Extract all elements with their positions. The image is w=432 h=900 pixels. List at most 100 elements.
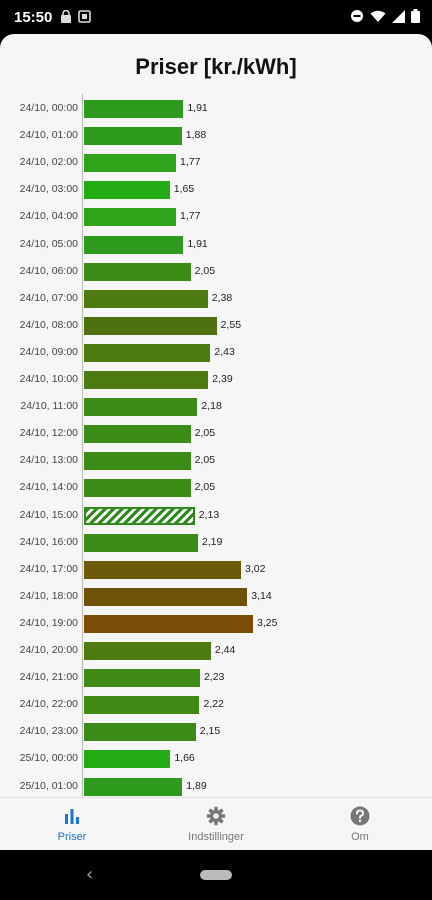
chart-row: 24/10, 01:00 1,88 bbox=[0, 123, 432, 150]
chart-value-label: 1,91 bbox=[187, 237, 208, 250]
chart-category-label: 24/10, 18:00 bbox=[19, 589, 78, 602]
chart-category-label: 24/10, 09:00 bbox=[19, 345, 78, 358]
chart-bar[interactable] bbox=[84, 587, 248, 606]
back-icon[interactable]: ‹ bbox=[86, 864, 94, 885]
chart-category-label: 25/10, 00:00 bbox=[19, 752, 78, 765]
battery-icon bbox=[411, 9, 420, 23]
chart-row: 24/10, 07:00 2,38 bbox=[0, 286, 432, 313]
chart-bar[interactable] bbox=[84, 479, 191, 498]
chart-category-label: 24/10, 08:00 bbox=[19, 318, 78, 331]
bottom-navigation: Priser Indstillinger bbox=[0, 797, 432, 850]
chart-category-label: 24/10, 14:00 bbox=[19, 481, 78, 494]
chart-row: 24/10, 15:00 2,13 bbox=[0, 503, 432, 530]
chart-bar[interactable] bbox=[84, 452, 191, 471]
chart-value-label: 3,14 bbox=[251, 589, 272, 602]
home-button[interactable] bbox=[200, 870, 232, 880]
chart-category-label: 24/10, 06:00 bbox=[19, 264, 78, 277]
chart-value-label: 3,02 bbox=[245, 562, 266, 575]
chart-row: 24/10, 20:00 2,44 bbox=[0, 638, 432, 665]
system-icons bbox=[350, 9, 420, 23]
chart-bar[interactable] bbox=[84, 208, 177, 227]
chart-value-label: 2,05 bbox=[194, 481, 216, 494]
chart-bar[interactable] bbox=[84, 262, 191, 281]
chart-row: 25/10, 00:00 1,66 bbox=[0, 746, 432, 773]
chart-bar[interactable] bbox=[84, 127, 182, 146]
chart-value-label: 2,55 bbox=[220, 318, 242, 331]
chart-bar[interactable] bbox=[84, 100, 184, 118]
chart-row: 24/10, 16:00 2,19 bbox=[0, 530, 432, 557]
chart-bar[interactable] bbox=[84, 533, 198, 552]
wifi-icon bbox=[370, 10, 386, 22]
chart-row: 24/10, 14:00 2,05 bbox=[0, 475, 432, 502]
chart-bar[interactable] bbox=[84, 506, 195, 525]
chart-bar[interactable] bbox=[84, 316, 217, 335]
chart-category-label: 24/10, 19:00 bbox=[19, 616, 78, 629]
chart-bar[interactable] bbox=[84, 750, 171, 769]
lock-icon bbox=[61, 10, 71, 23]
nav-label-om: Om bbox=[351, 831, 369, 843]
nav-label-priser: Priser bbox=[57, 831, 87, 843]
chart-row: 24/10, 06:00 2,05 bbox=[0, 259, 432, 286]
chart-category-label: 24/10, 23:00 bbox=[19, 725, 78, 738]
chart-category-label: 24/10, 13:00 bbox=[19, 454, 78, 467]
page-title: Priser [kr./kWh] bbox=[135, 54, 297, 79]
chart-category-label: 24/10, 03:00 bbox=[19, 183, 78, 196]
chart-value-label: 2,15 bbox=[199, 725, 221, 738]
chart-row: 24/10, 23:00 2,15 bbox=[0, 719, 432, 746]
chart-bar[interactable] bbox=[84, 560, 242, 579]
chart-bar[interactable] bbox=[84, 371, 209, 389]
chart-bar[interactable] bbox=[84, 181, 170, 200]
chart-bar[interactable] bbox=[84, 425, 191, 444]
nav-indstillinger[interactable]: Indstillinger bbox=[144, 798, 288, 850]
chart-row: 24/10, 13:00 2,05 bbox=[0, 448, 432, 475]
nav-label-indstillinger: Indstillinger bbox=[188, 831, 244, 843]
chart-bar[interactable] bbox=[84, 642, 211, 660]
chart-category-label: 24/10, 04:00 bbox=[19, 210, 78, 223]
chart-category-label: 24/10, 22:00 bbox=[19, 698, 78, 711]
chart-value-label: 2,18 bbox=[201, 400, 222, 413]
chart-category-label: 24/10, 00:00 bbox=[19, 102, 78, 114]
chart-row: 24/10, 21:00 2,23 bbox=[0, 665, 432, 692]
chart-row: 24/10, 08:00 2,55 bbox=[0, 313, 432, 340]
chart-row: 24/10, 00:00 1,91 bbox=[0, 96, 432, 123]
chart-bar[interactable] bbox=[84, 696, 200, 715]
chart-category-label: 24/10, 17:00 bbox=[19, 562, 78, 575]
do-not-disturb-icon bbox=[351, 10, 363, 22]
chart-row: 24/10, 04:00 1,77 bbox=[0, 204, 432, 231]
chart-row: 24/10, 18:00 3,14 bbox=[0, 584, 432, 611]
chart-bar[interactable] bbox=[84, 235, 184, 254]
chart-row: 24/10, 05:00 1,91 bbox=[0, 232, 432, 259]
chart-bar[interactable] bbox=[84, 723, 196, 742]
chart-bar[interactable] bbox=[84, 398, 198, 417]
chart-category-label: 25/10, 01:00 bbox=[19, 779, 78, 792]
chart-category-label: 24/10, 10:00 bbox=[19, 373, 78, 385]
chart-value-label: 2,44 bbox=[214, 644, 236, 656]
chart-category-label: 24/10, 01:00 bbox=[19, 129, 78, 142]
nav-om[interactable]: Om bbox=[288, 798, 432, 850]
chart-category-label: 24/10, 16:00 bbox=[19, 535, 78, 548]
price-chart[interactable]: 24/10, 00:00 1,91 24/10, 01:00 1,88 24/10, 0… bbox=[0, 94, 432, 802]
chart-value-label: 2,43 bbox=[214, 345, 235, 358]
chart-bar[interactable] bbox=[84, 343, 211, 362]
chart-value-label: 2,39 bbox=[212, 373, 233, 385]
chart-value-label: 2,19 bbox=[201, 535, 223, 548]
chart-row: 24/10, 17:00 3,02 bbox=[0, 557, 432, 584]
nav-priser[interactable]: Priser bbox=[0, 798, 144, 850]
chart-row: 24/10, 02:00 1,77 bbox=[0, 150, 432, 177]
chart-bar[interactable] bbox=[84, 614, 253, 633]
chart-value-label: 1,77 bbox=[180, 156, 201, 169]
chart-category-label: 24/10, 20:00 bbox=[19, 644, 78, 656]
chart-value-label: 1,66 bbox=[174, 752, 195, 765]
chart-row: 24/10, 10:00 2,39 bbox=[0, 367, 432, 394]
signal-icon bbox=[392, 9, 405, 23]
chart-category-label: 24/10, 12:00 bbox=[19, 427, 78, 440]
chart-bar[interactable] bbox=[84, 777, 183, 796]
chart-row: 24/10, 03:00 1,65 bbox=[0, 177, 432, 204]
chart-category-label: 24/10, 21:00 bbox=[19, 671, 78, 684]
chart-bar[interactable] bbox=[84, 289, 208, 308]
system-navigation-bar: ‹ bbox=[0, 850, 432, 900]
chart-category-label: 24/10, 02:00 bbox=[19, 156, 78, 169]
chart-bar[interactable] bbox=[84, 154, 177, 173]
chart-bar[interactable] bbox=[84, 669, 200, 688]
chart-row: 25/10, 01:00 1,89 bbox=[0, 774, 432, 801]
